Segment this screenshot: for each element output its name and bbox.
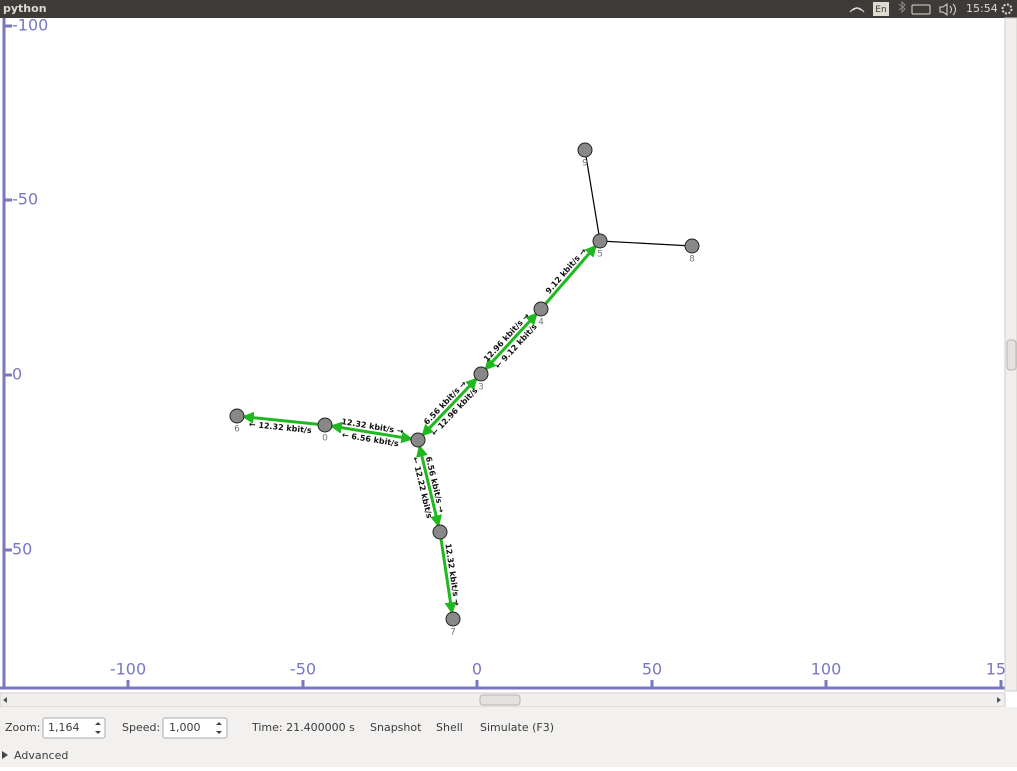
speed-spin[interactable] — [162, 717, 228, 739]
node-label: 8 — [689, 255, 695, 265]
node — [317, 417, 333, 433]
app-title: python — [3, 2, 47, 15]
zoom-label: Zoom: — [5, 721, 40, 734]
shell-button[interactable]: Shell — [436, 721, 463, 734]
flow-link — [543, 244, 598, 306]
settings-icon[interactable] — [1001, 3, 1013, 15]
volume-icon — [939, 3, 956, 16]
node-label: 6 — [234, 425, 240, 435]
node-label: 4 — [538, 318, 544, 328]
link — [599, 240, 693, 247]
snapshot-button[interactable]: Snapshot — [370, 721, 422, 734]
zoom-value[interactable]: 1,164 — [48, 721, 80, 734]
y-axis-label: 0 — [12, 365, 22, 384]
node — [473, 366, 489, 382]
node — [684, 238, 700, 254]
x-axis-label: 50 — [642, 660, 662, 679]
zoom-arrows[interactable] — [95, 722, 101, 734]
flow-link — [439, 537, 457, 615]
x-axis-label: -50 — [290, 660, 316, 679]
speed-label: Speed: — [122, 721, 160, 734]
node — [533, 301, 549, 317]
y-axis-label: 50 — [12, 540, 32, 559]
wifi-icon — [849, 7, 865, 13]
node — [445, 611, 461, 627]
simulate-button[interactable]: Simulate (F3) — [480, 721, 554, 734]
advanced-expander[interactable] — [2, 751, 8, 759]
zoom-spin[interactable] — [42, 717, 106, 739]
bluetooth-icon — [898, 0, 906, 14]
v-scroll-thumb[interactable] — [1006, 339, 1017, 371]
lang-box[interactable] — [873, 2, 889, 16]
node — [229, 408, 245, 424]
flow-link — [483, 312, 539, 371]
h-scroll-thumb[interactable] — [479, 694, 521, 706]
node — [432, 524, 448, 540]
lang[interactable]: En — [875, 5, 886, 15]
flow-link — [241, 411, 320, 426]
y-axis-label: -100 — [12, 16, 48, 35]
clock: 15:54 — [966, 2, 998, 15]
flow-link — [329, 421, 414, 444]
flow-link — [416, 444, 442, 528]
speed-value[interactable]: 1,000 — [169, 721, 201, 734]
speed-arrows[interactable] — [216, 722, 222, 734]
node-label: 3 — [478, 383, 484, 393]
node-label: 7 — [450, 628, 456, 638]
toolbar — [0, 707, 1017, 767]
node — [577, 142, 593, 158]
x-axis-label: 150 — [986, 660, 1017, 679]
x-axis-label: 100 — [811, 660, 842, 679]
link — [584, 149, 601, 242]
node — [410, 432, 426, 448]
node-label: 5 — [597, 250, 603, 260]
node-label: 9 — [582, 159, 588, 169]
flow-link — [421, 377, 478, 437]
battery-icon — [911, 4, 931, 15]
x-axis-label: 0 — [472, 660, 482, 679]
node-label: 0 — [322, 434, 328, 444]
sim-time: Time: 21.400000 s — [251, 721, 355, 734]
y-axis-label: -50 — [12, 190, 38, 209]
node — [592, 233, 608, 249]
x-axis-label: -100 — [110, 660, 146, 679]
advanced-label[interactable]: Advanced — [14, 749, 68, 762]
top-bar — [0, 0, 1017, 18]
